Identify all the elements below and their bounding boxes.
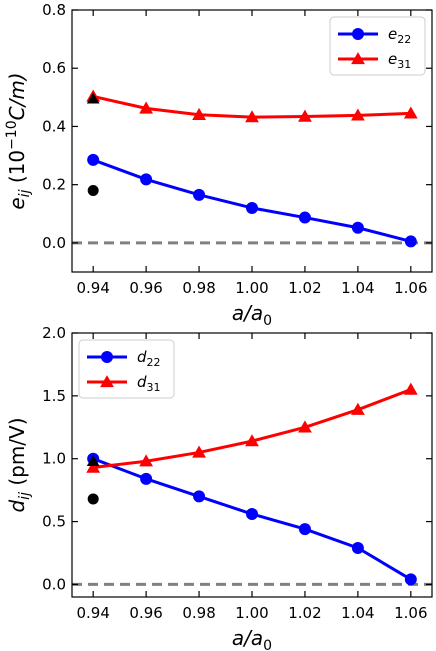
- data-point-e22-0: [87, 153, 100, 166]
- y-tick-label: 0.4: [42, 117, 66, 135]
- series-line-d31: [92, 388, 412, 470]
- legend-label-e31: e31: [388, 50, 411, 71]
- reference-point-0: [86, 454, 100, 466]
- y-tick-label: 0.0: [42, 234, 66, 252]
- y-tick-label: 0.6: [42, 59, 66, 77]
- x-tick-label: 1.06: [394, 604, 427, 622]
- x-tick-label: 0.96: [129, 279, 162, 297]
- x-tick-label: 0.94: [76, 604, 109, 622]
- x-axis-label: a/a0: [232, 626, 272, 651]
- data-point-e22-2: [193, 188, 206, 201]
- x-tick-label: 1.00: [235, 279, 268, 297]
- y-axis-label: eij (10−10C/m): [4, 72, 33, 209]
- data-point-e22-3: [246, 201, 258, 214]
- legend-label-d31: d31: [137, 373, 161, 394]
- data-point-d31-5: [350, 402, 365, 415]
- x-axis-label: a/a0: [232, 301, 272, 329]
- y-axis-label: dij (pm/V): [5, 417, 33, 512]
- y-tick-label: 0.8: [42, 1, 66, 19]
- data-point-e22-5: [351, 221, 364, 234]
- data-point-d31-6: [403, 382, 418, 395]
- bottom-chart-panel: 0.94 0.96 0.98 1.00 1.02 1.04 1.06 0.0 0.5 1.0 1.5…: [5, 324, 433, 651]
- data-point-e31-4: [298, 109, 312, 122]
- data-point-e22-4: [298, 211, 311, 224]
- y-tick-label: 1.0: [42, 450, 66, 468]
- data-point-e31-3: [245, 110, 259, 123]
- reference-point-1: [87, 493, 99, 505]
- data-point-e31-6: [403, 106, 418, 119]
- x-tick-label: 1.04: [341, 279, 374, 297]
- data-point-e22-6: [404, 235, 417, 248]
- legend-label-e22: e22: [388, 25, 411, 46]
- data-point-e31-5: [350, 108, 365, 121]
- data-point-d22-6: [404, 573, 417, 586]
- data-point-d22-4: [298, 523, 311, 536]
- data-point-e22-1: [140, 173, 153, 186]
- data-point-d22-1: [140, 472, 153, 485]
- x-tick-label: 0.94: [76, 279, 109, 297]
- top-chart-panel: 0.94 0.96 0.98 1.00 1.02 1.04 1.06 0.0 0.2 0.4 0.6…: [4, 1, 433, 329]
- y-tick-label: 0.0: [42, 575, 66, 593]
- reference-point-1: [86, 92, 100, 104]
- x-tick-label: 1.02: [288, 279, 321, 297]
- x-tick-label: 0.98: [182, 604, 215, 622]
- x-tick-label: 0.96: [129, 604, 162, 622]
- data-point-e31-2: [192, 107, 206, 120]
- data-point-d31-2: [192, 445, 206, 458]
- legend-marker-d22: [101, 351, 113, 363]
- legend-marker-e22: [352, 28, 364, 40]
- legend-label-d22: d22: [137, 348, 161, 369]
- y-tick-label: 0.5: [42, 513, 66, 531]
- data-point-d22-2: [193, 490, 206, 503]
- y-tick-label: 2.0: [42, 324, 66, 342]
- legend-marker-d31: [100, 375, 114, 388]
- data-point-d31-1: [139, 454, 154, 467]
- x-tick-label: 1.00: [235, 604, 268, 622]
- x-tick-label: 1.06: [394, 279, 427, 297]
- data-point-d22-3: [246, 508, 258, 521]
- data-point-d31-0: [86, 460, 101, 473]
- data-point-d22-5: [351, 541, 364, 554]
- data-point-e31-1: [139, 101, 154, 114]
- x-tick-label: 1.02: [288, 604, 321, 622]
- x-tick-label: 1.04: [341, 604, 374, 622]
- data-point-d31-4: [298, 420, 312, 433]
- y-tick-label: 0.2: [42, 176, 66, 194]
- y-tick-label: 1.5: [42, 387, 66, 405]
- x-tick-label: 0.98: [182, 279, 215, 297]
- legend-marker-e31: [351, 52, 365, 65]
- data-point-d31-3: [245, 434, 259, 447]
- reference-point-0: [87, 184, 99, 196]
